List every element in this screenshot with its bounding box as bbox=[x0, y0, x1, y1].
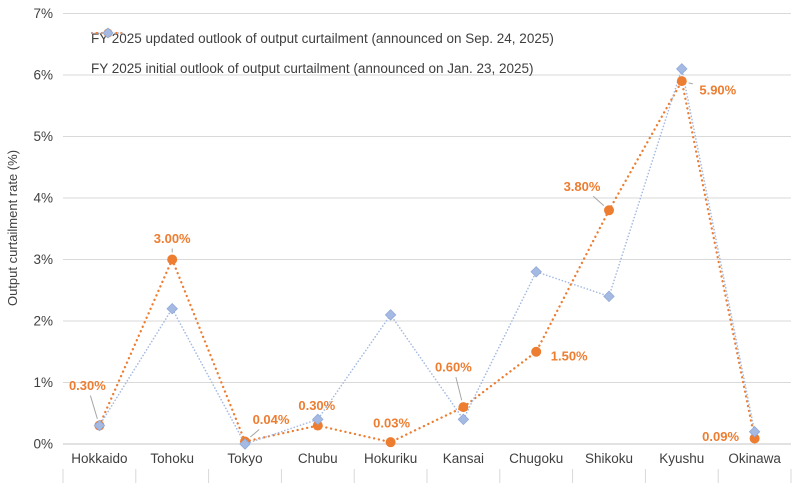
x-axis-category-label: Kyushu bbox=[659, 451, 704, 466]
y-axis-tick-label: 0% bbox=[33, 437, 53, 452]
x-axis-category-label: Shikoku bbox=[585, 451, 633, 466]
x-axis-category-label: Kansai bbox=[443, 451, 484, 466]
circle-marker bbox=[458, 402, 469, 413]
y-axis-tick-label: 7% bbox=[33, 6, 53, 21]
circle-marker bbox=[604, 205, 614, 216]
data-label: 0.09% bbox=[702, 429, 739, 444]
data-label-leader-line bbox=[250, 429, 260, 438]
chart-legend: FY 2025 updated outlook of output curtai… bbox=[91, 26, 554, 86]
circle-marker bbox=[167, 254, 178, 265]
circle-marker bbox=[385, 437, 396, 448]
x-axis-category-label: Chugoku bbox=[509, 451, 563, 466]
data-label: 0.30% bbox=[69, 378, 106, 393]
data-label-leader-line bbox=[688, 82, 693, 85]
x-axis-category-label: Tohoku bbox=[150, 451, 194, 466]
diamond-marker bbox=[603, 290, 615, 303]
y-axis-tick-label: 1% bbox=[33, 375, 53, 390]
data-label: 0.03% bbox=[373, 416, 410, 431]
legend-label: FY 2025 initial outlook of output curtai… bbox=[91, 60, 534, 76]
x-axis-category-label: Hokkaido bbox=[71, 451, 127, 466]
x-axis-category-label: Chubu bbox=[298, 451, 338, 466]
x-axis-category-label: Hokuriku bbox=[364, 451, 417, 466]
diamond-marker bbox=[530, 266, 542, 278]
legend-item: FY 2025 updated outlook of output curtai… bbox=[91, 26, 554, 50]
data-label: 5.90% bbox=[699, 83, 736, 98]
legend-label: FY 2025 updated outlook of output curtai… bbox=[91, 30, 554, 46]
data-label-leader-line bbox=[592, 195, 605, 207]
legend-marker-icon bbox=[91, 27, 125, 39]
data-label: 0.30% bbox=[298, 398, 335, 413]
diamond-marker bbox=[93, 419, 106, 432]
y-axis-tick-label: 3% bbox=[33, 252, 53, 267]
data-label: 0.04% bbox=[253, 412, 290, 427]
data-label-leader-line bbox=[455, 376, 463, 401]
diamond-marker bbox=[676, 63, 688, 75]
circle-marker bbox=[749, 433, 760, 444]
diamond-marker bbox=[384, 309, 397, 321]
circle-marker bbox=[312, 420, 323, 431]
x-axis-category-label: Okinawa bbox=[728, 451, 781, 466]
data-label: 1.50% bbox=[551, 348, 588, 363]
diamond-marker bbox=[166, 302, 178, 315]
data-label: 3.80% bbox=[564, 179, 601, 194]
x-axis-category-label: Tokyo bbox=[227, 451, 262, 466]
data-label: 0.60% bbox=[435, 360, 472, 375]
series-line bbox=[98, 77, 756, 444]
y-axis-tick-label: 6% bbox=[33, 68, 53, 83]
circle-marker bbox=[531, 346, 542, 357]
legend-item: FY 2025 initial outlook of output curtai… bbox=[91, 27, 554, 80]
diamond-marker bbox=[748, 425, 761, 438]
diamond-marker bbox=[239, 438, 251, 450]
series-line bbox=[98, 65, 756, 445]
y-axis-tick-label: 5% bbox=[33, 129, 53, 144]
diamond-marker bbox=[457, 413, 470, 426]
circle-marker bbox=[676, 76, 687, 87]
data-label-leader-line bbox=[89, 395, 98, 419]
y-axis-tick-label: 4% bbox=[33, 191, 53, 206]
y-axis-tick-label: 2% bbox=[33, 314, 53, 329]
diamond-marker bbox=[312, 413, 324, 426]
y-axis-title: Output curtailment rate (%) bbox=[5, 150, 20, 306]
data-label: 3.00% bbox=[154, 231, 191, 246]
